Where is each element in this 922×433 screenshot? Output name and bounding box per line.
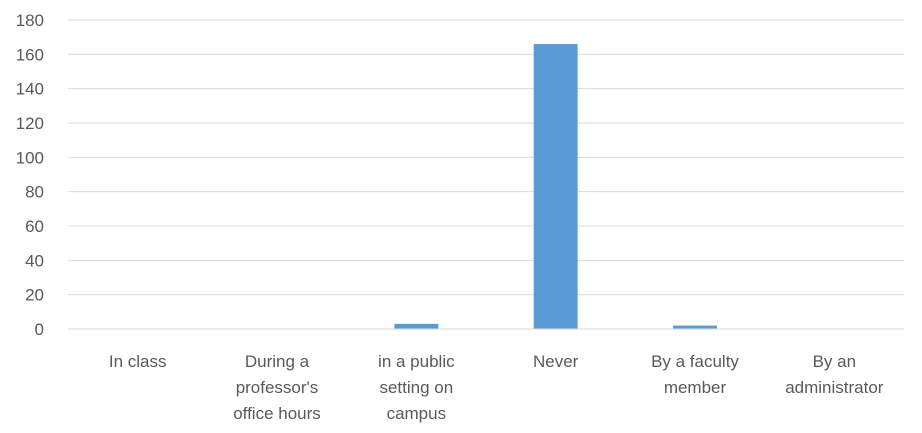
bars <box>394 44 717 330</box>
y-tick-label: 40 <box>25 251 44 270</box>
x-category-label-line: campus <box>387 404 447 423</box>
x-category-label-line: administrator <box>785 378 884 397</box>
x-category-label-line: setting on <box>379 378 453 397</box>
y-tick-label: 0 <box>35 320 44 339</box>
x-category-label-line: professor's <box>236 378 319 397</box>
x-category-label: In class <box>109 352 167 371</box>
x-category-label-line: By a faculty <box>651 352 739 371</box>
x-category-label: Never <box>533 352 579 371</box>
y-tick-label: 80 <box>25 183 44 202</box>
y-tick-label: 100 <box>16 148 44 167</box>
y-tick-label: 60 <box>25 217 44 236</box>
x-category-label: in a public setting on campus <box>378 352 455 423</box>
x-category-label-line: office hours <box>233 404 321 423</box>
x-category-label-line: In class <box>109 352 167 371</box>
bar-4 <box>673 325 717 329</box>
y-tick-label: 180 <box>16 11 44 30</box>
x-category-label: By a faculty member <box>651 352 739 397</box>
gridlines <box>68 19 904 296</box>
x-category-label: During a professor's office hours <box>233 352 321 423</box>
y-axis-tick-labels: 0 20 40 60 80 100 120 140 160 180 <box>16 11 44 339</box>
y-tick-label: 140 <box>16 80 44 99</box>
x-category-label-line: During a <box>245 352 310 371</box>
x-axis-category-labels: In class During a professor's office hours i… <box>109 352 884 423</box>
x-category-label: By an administrator <box>785 352 884 397</box>
x-category-label-line: member <box>664 378 727 397</box>
x-category-label-line: Never <box>533 352 579 371</box>
bar-3 <box>533 44 578 330</box>
bar-2 <box>394 323 439 329</box>
y-tick-label: 20 <box>25 286 44 305</box>
y-tick-label: 160 <box>16 45 44 64</box>
x-category-label-line: By an <box>813 352 856 371</box>
y-tick-label: 120 <box>16 114 44 133</box>
x-category-label-line: in a public <box>378 352 455 371</box>
